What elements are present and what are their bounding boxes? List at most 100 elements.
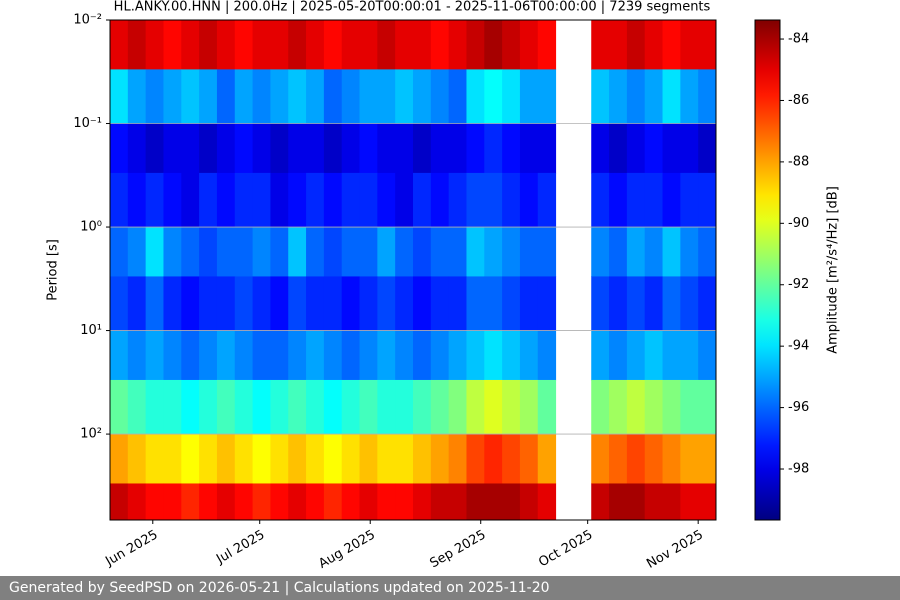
heatmap-cell	[680, 276, 699, 332]
heatmap-cell	[359, 172, 378, 228]
heatmap-cell	[270, 172, 289, 228]
heatmap-cell	[591, 20, 610, 70]
heatmap-cell	[502, 379, 521, 435]
heatmap-cell	[323, 20, 343, 70]
heatmap-cell	[199, 379, 218, 435]
heatmap-cell	[359, 330, 378, 381]
heatmap-cell	[216, 434, 236, 484]
heatmap-cell	[698, 276, 717, 332]
heatmap-cell	[306, 227, 325, 277]
heatmap-cell	[413, 227, 432, 277]
heatmap-cell	[110, 276, 129, 332]
heatmap-cell	[662, 379, 681, 435]
heatmap-cell	[698, 483, 717, 521]
heatmap-cell	[609, 434, 628, 484]
heatmap-cell	[306, 69, 325, 125]
heatmap-cell	[395, 227, 414, 277]
heatmap-cell	[288, 379, 307, 435]
heatmap-cell	[484, 172, 503, 228]
heatmap-cell	[110, 172, 129, 228]
heatmap-cell	[484, 123, 503, 174]
heatmap-cell	[341, 20, 361, 70]
heatmap-cell	[484, 379, 503, 435]
heatmap-cell	[395, 172, 414, 228]
heatmap-cell	[662, 123, 681, 174]
heatmap-cell	[519, 69, 539, 125]
heatmap-cell	[537, 483, 557, 521]
heatmap-cell	[216, 483, 236, 521]
heatmap-cell	[252, 483, 271, 521]
heatmap-cell	[323, 276, 343, 332]
heatmap-cell	[698, 20, 717, 70]
heatmap-cell	[110, 20, 129, 70]
heatmap-cell	[270, 434, 289, 484]
heatmap-cell	[466, 483, 485, 521]
heatmap-cell	[537, 123, 557, 174]
heatmap-cell	[234, 483, 254, 521]
colorbar-label: Amplitude [m²/s⁴/Hz] [dB]	[826, 186, 841, 354]
heatmap-cell	[234, 20, 254, 70]
heatmap-cell	[359, 69, 378, 125]
heatmap-cell	[110, 123, 129, 174]
heatmap-cell	[163, 123, 182, 174]
heatmap-cell	[199, 69, 218, 125]
heatmap-cell	[341, 276, 361, 332]
heatmap-cell	[698, 227, 717, 277]
heatmap-cell	[181, 379, 200, 435]
heatmap-cell	[609, 69, 628, 125]
heatmap-cell	[199, 483, 218, 521]
heatmap-cell	[145, 20, 164, 70]
heatmap-cell	[145, 69, 164, 125]
heatmap-cell	[430, 483, 450, 521]
heatmap-cell	[252, 330, 271, 381]
heatmap-cell	[502, 434, 521, 484]
heatmap-cell	[199, 276, 218, 332]
heatmap-cell	[323, 483, 343, 521]
heatmap-cell	[448, 434, 467, 484]
heatmap-cell	[466, 227, 485, 277]
colorbar-tick-label: -92	[788, 277, 809, 292]
heatmap-cell	[216, 330, 236, 381]
heatmap-cell	[288, 227, 307, 277]
heatmap-cell	[288, 483, 307, 521]
heatmap-cell	[680, 227, 699, 277]
colorbar-tick-label: -94	[788, 339, 809, 354]
heatmap-cell	[323, 69, 343, 125]
plot-frame	[109, 19, 717, 521]
heatmap-cell	[234, 379, 254, 435]
heatmap-cell	[377, 227, 396, 277]
heatmap-cell	[537, 330, 557, 381]
heatmap-cell	[110, 69, 129, 125]
heatmap-cell	[234, 227, 254, 277]
heatmap-cell	[430, 379, 450, 435]
heatmap-cell	[163, 434, 182, 484]
heatmap-cell	[680, 330, 699, 381]
heatmap-cell	[413, 434, 432, 484]
heatmap-cell	[145, 123, 164, 174]
heatmap-cell	[252, 379, 271, 435]
heatmap-cell	[430, 227, 450, 277]
heatmap-cell	[466, 123, 485, 174]
heatmap-cell	[537, 172, 557, 228]
heatmap-cell	[395, 379, 414, 435]
heatmap-cell	[288, 172, 307, 228]
heatmap-cell	[662, 434, 681, 484]
heatmap-cell	[377, 172, 396, 228]
heatmap-cell	[644, 227, 664, 277]
heatmap-cell	[110, 483, 129, 521]
heatmap-cell	[430, 20, 450, 70]
heatmap-cell	[288, 276, 307, 332]
heatmap-cell	[163, 330, 182, 381]
heatmap-cell	[163, 379, 182, 435]
heatmap-cell	[484, 434, 503, 484]
heatmap-cell	[234, 276, 254, 332]
heatmap-cell	[306, 276, 325, 332]
heatmap-cell	[591, 69, 610, 125]
heatmap-cell	[591, 379, 610, 435]
heatmap-cell	[502, 20, 521, 70]
heatmap-cell	[680, 483, 699, 521]
y-tick-label: 10¹	[80, 323, 102, 338]
heatmap-cell	[163, 483, 182, 521]
heatmap-cell	[145, 483, 164, 521]
heatmap-cell	[537, 20, 557, 70]
